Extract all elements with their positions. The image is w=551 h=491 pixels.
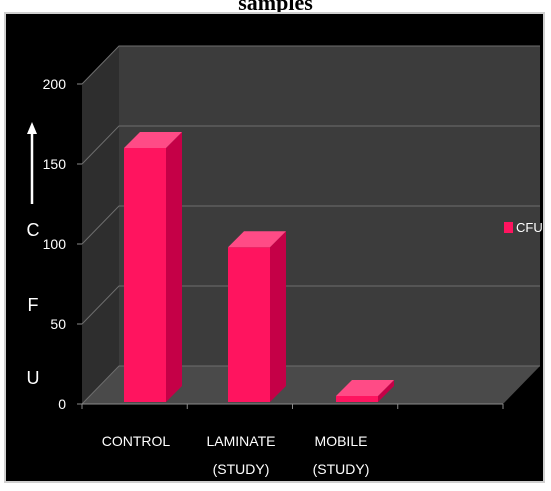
bar-top-face <box>228 231 286 248</box>
gridline <box>81 365 540 405</box>
gridline <box>81 205 540 245</box>
legend: CFU <box>504 220 543 235</box>
bar-side-face <box>378 380 394 402</box>
gridline <box>81 125 540 165</box>
x-category-label: CONTROL <box>102 433 171 449</box>
y-tick-label: 200 <box>43 76 67 92</box>
floor <box>82 366 540 404</box>
legend-swatch <box>504 222 513 233</box>
bar-front-face <box>228 247 270 402</box>
gridline <box>81 45 540 85</box>
y-axis-arrowhead <box>27 122 37 134</box>
y-axis-label: F <box>28 295 39 315</box>
chart-frame: 0 50 100 150 200 CONTROL LAMINATE (STUDY) MOBILE… <box>4 12 545 483</box>
x-category-label: (STUDY) <box>213 461 270 477</box>
y-tick-label: 150 <box>43 156 67 172</box>
bar <box>336 380 394 402</box>
y-axis-label: U <box>27 368 40 388</box>
y-tick-label: 50 <box>50 316 66 332</box>
y-tick-label: 0 <box>58 396 66 412</box>
bar-front-face <box>336 396 378 402</box>
bar-top-face <box>124 132 182 148</box>
gridline <box>81 285 540 325</box>
x-category-label: LAMINATE <box>207 433 276 449</box>
legend-label: CFU <box>516 220 543 235</box>
y-tick-label: 100 <box>43 236 67 252</box>
x-category-label: MOBILE <box>315 433 368 449</box>
bar-chart: 0 50 100 150 200 CONTROL LAMINATE (STUDY) MOBILE… <box>27 45 543 477</box>
bar <box>228 231 286 402</box>
bar-side-face <box>166 132 182 402</box>
chart-caption: samples <box>238 0 313 15</box>
bar-front-face <box>124 148 166 402</box>
x-category-label: (STUDY) <box>313 461 370 477</box>
y-axis-label: C <box>27 220 40 240</box>
bar <box>124 132 182 402</box>
bar-side-face <box>270 231 286 402</box>
bar-top-face <box>336 380 394 396</box>
